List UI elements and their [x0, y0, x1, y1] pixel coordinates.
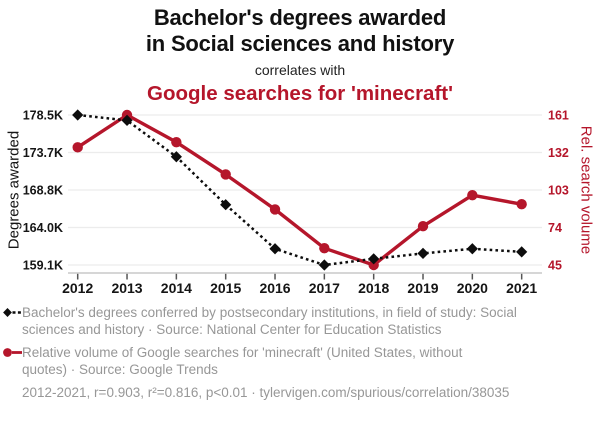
left-axis-title: Degrees awarded: [5, 130, 23, 250]
svg-text:2016: 2016: [259, 280, 290, 296]
svg-text:2019: 2019: [407, 280, 438, 296]
svg-text:2012: 2012: [62, 280, 93, 296]
correlates-with-text: correlates with: [254, 62, 346, 78]
svg-text:45: 45: [548, 259, 562, 273]
legend-text-searches: Relative volume of Google searches for '…: [22, 345, 463, 377]
red-subtitle: Google searches for 'minecraft': [147, 82, 453, 105]
legend: Bachelor's degrees conferred by postseco…: [3, 304, 597, 401]
svg-text:74: 74: [548, 221, 562, 235]
black-diamond-dotted-line-icon: [3, 307, 22, 318]
legend-text-degrees: Bachelor's degrees conferred by postseco…: [22, 305, 517, 337]
svg-text:161: 161: [548, 109, 569, 123]
svg-text:2018: 2018: [358, 280, 389, 296]
x-axis: 2012 2013 2014 2015 2016 2017 2018 2019 2020 2021: [62, 272, 542, 296]
right-axis-title: Rel. search volume: [577, 125, 595, 255]
page-title-line2: in Social sciences and history: [145, 30, 455, 56]
svg-text:2013: 2013: [111, 280, 142, 296]
svg-text:2015: 2015: [210, 280, 241, 296]
svg-text:103: 103: [548, 184, 569, 198]
red-circle-solid-line-icon: [3, 347, 22, 358]
svg-text:159.1K: 159.1K: [23, 259, 63, 273]
left-axis-tick-labels: 178.5K 173.7K 168.8K 164.0K 159.1K: [23, 109, 63, 273]
correlation-chart: 178.5K 173.7K 168.8K 164.0K 159.1K 161 132 103 7…: [23, 109, 569, 297]
svg-text:178.5K: 178.5K: [23, 109, 63, 123]
svg-text:173.7K: 173.7K: [23, 146, 63, 160]
chart-header: Bachelor's degrees awarded in Social sci…: [0, 5, 600, 105]
black-degrees-series: [72, 109, 528, 271]
footer-stats: 2012-2021, r=0.903, r²=0.816, p<0.01 · t…: [22, 385, 510, 400]
page-title-line1: Bachelor's degrees awarded: [153, 5, 447, 30]
legend-entry-degrees: Bachelor's degrees conferred by postseco…: [3, 304, 597, 338]
svg-text:2017: 2017: [309, 280, 340, 296]
gridlines: [68, 114, 542, 266]
svg-text:2021: 2021: [506, 280, 537, 296]
right-axis-tick-labels: 161 132 103 74 45: [548, 109, 569, 273]
svg-text:2020: 2020: [457, 280, 488, 296]
legend-entry-searches: Relative volume of Google searches for '…: [3, 344, 597, 378]
svg-text:2014: 2014: [161, 280, 192, 296]
svg-text:168.8K: 168.8K: [23, 184, 63, 198]
svg-text:132: 132: [548, 146, 569, 160]
svg-text:164.0K: 164.0K: [23, 221, 63, 235]
